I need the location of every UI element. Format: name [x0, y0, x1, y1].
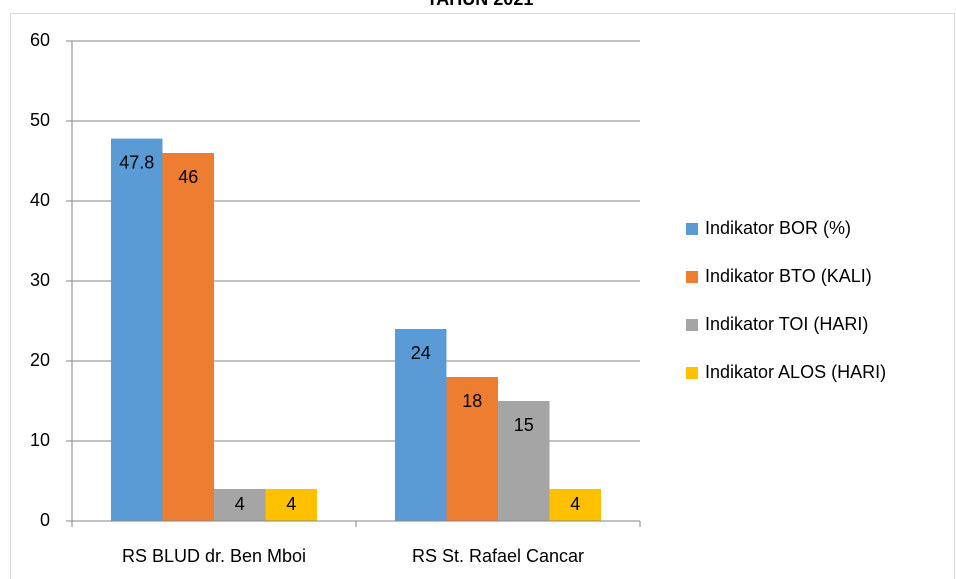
y-tick-label: 0	[40, 510, 50, 530]
data-label: 24	[411, 343, 431, 363]
x-tick-label: RS St. Rafael Cancar	[412, 546, 584, 566]
y-tick-label: 60	[30, 30, 50, 50]
y-tick-label: 20	[30, 350, 50, 370]
legend-swatch	[686, 319, 698, 331]
legend-swatch	[686, 367, 698, 379]
data-label: 15	[514, 415, 534, 435]
y-tick-label: 50	[30, 110, 50, 130]
bar	[395, 329, 447, 521]
y-tick-label: 30	[30, 270, 50, 290]
legend-swatch	[686, 223, 698, 235]
bar	[549, 489, 601, 521]
y-tick-label: 40	[30, 190, 50, 210]
bar	[111, 138, 163, 521]
data-label: 4	[286, 494, 296, 514]
bar	[162, 153, 214, 521]
data-label: 4	[235, 494, 245, 514]
chart-title: TAHUN 2021	[427, 0, 534, 9]
bar	[214, 489, 266, 521]
x-tick-label: RS BLUD dr. Ben Mboi	[122, 546, 306, 566]
data-label: 47.8	[119, 152, 154, 172]
chart-frame	[10, 13, 955, 579]
bar	[498, 401, 550, 521]
data-label: 4	[570, 494, 580, 514]
bar	[446, 377, 498, 521]
legend-label: Indikator ALOS (HARI)	[705, 362, 886, 382]
legend-swatch	[686, 271, 698, 283]
y-tick-label: 10	[30, 430, 50, 450]
legend-label: Indikator BOR (%)	[705, 218, 851, 238]
data-label: 46	[178, 167, 198, 187]
legend-label: Indikator BTO (KALI)	[705, 266, 872, 286]
bar	[265, 489, 317, 521]
data-label: 18	[462, 391, 482, 411]
legend-label: Indikator TOI (HARI)	[705, 314, 868, 334]
